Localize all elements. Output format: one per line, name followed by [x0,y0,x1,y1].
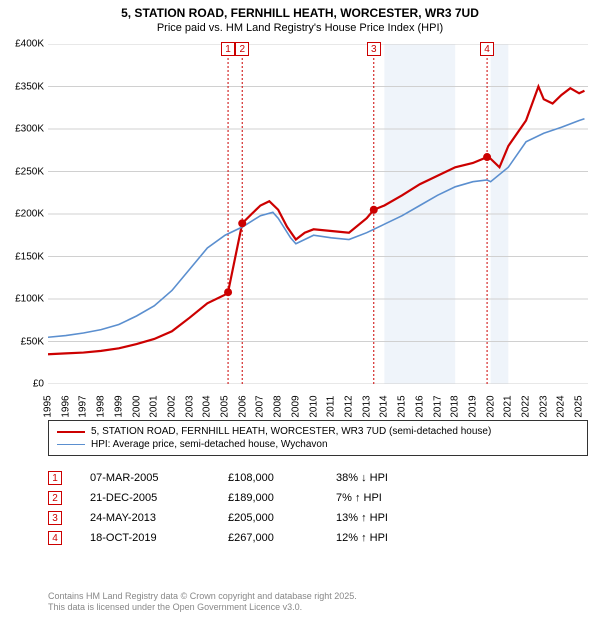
x-axis-tick: 1997 [78,395,89,417]
sale-date: 07-MAR-2005 [90,472,200,484]
x-axis-tick: 2018 [450,395,461,417]
x-axis-tick: 2003 [184,395,195,417]
x-axis-tick: 2022 [521,395,532,417]
y-axis-tick: £300K [0,124,44,135]
x-axis-tick: 2016 [414,395,425,417]
x-axis-tick: 2023 [538,395,549,417]
sale-price: £108,000 [228,472,308,484]
sale-vs-hpi: 38% ↓ HPI [336,472,436,484]
sale-price: £189,000 [228,492,308,504]
x-axis-tick: 2002 [166,395,177,417]
x-axis-tick: 1998 [96,395,107,417]
sale-number-badge: 3 [48,511,62,525]
chart-svg [48,44,588,384]
x-axis-tick: 2004 [202,395,213,417]
sale-date: 24-MAY-2013 [90,512,200,524]
sale-marker: 2 [235,42,249,56]
sale-number-badge: 4 [48,531,62,545]
sale-date: 18-OCT-2019 [90,532,200,544]
y-axis-tick: £50K [0,336,44,347]
footer: Contains HM Land Registry data © Crown c… [48,591,357,614]
x-axis-tick: 1999 [113,395,124,417]
y-axis-tick: £250K [0,166,44,177]
sale-vs-hpi: 12% ↑ HPI [336,532,436,544]
y-axis-tick: £0 [0,379,44,390]
chart-area: £0£50K£100K£150K£200K£250K£300K£350K£400… [48,44,588,384]
footer-line1: Contains HM Land Registry data © Crown c… [48,591,357,603]
y-axis-tick: £100K [0,294,44,305]
x-axis-tick: 2021 [503,395,514,417]
sale-number-badge: 1 [48,471,62,485]
x-axis-tick: 2025 [574,395,585,417]
x-axis-tick: 2024 [556,395,567,417]
x-axis-tick: 2008 [273,395,284,417]
sale-number-badge: 2 [48,491,62,505]
sale-vs-hpi: 13% ↑ HPI [336,512,436,524]
legend: 5, STATION ROAD, FERNHILL HEATH, WORCEST… [48,420,588,456]
y-axis-tick: £400K [0,39,44,50]
x-axis-tick: 2011 [326,396,337,418]
sale-price: £267,000 [228,532,308,544]
x-axis-tick: 1996 [60,395,71,417]
x-axis-tick: 2010 [308,395,319,417]
legend-label: 5, STATION ROAD, FERNHILL HEATH, WORCEST… [91,426,491,437]
footer-line2: This data is licensed under the Open Gov… [48,602,357,614]
legend-label: HPI: Average price, semi-detached house,… [91,439,328,450]
y-axis-tick: £350K [0,81,44,92]
x-axis-tick: 2012 [343,395,354,417]
x-axis-tick: 2015 [397,395,408,417]
table-row: 4 18-OCT-2019 £267,000 12% ↑ HPI [48,528,588,548]
sale-marker: 3 [367,42,381,56]
sale-marker: 4 [480,42,494,56]
x-axis-tick: 2007 [255,395,266,417]
sale-marker: 1 [221,42,235,56]
table-row: 2 21-DEC-2005 £189,000 7% ↑ HPI [48,488,588,508]
x-axis-tick: 2017 [432,395,443,417]
x-axis-tick: 2013 [361,395,372,417]
y-axis-tick: £150K [0,251,44,262]
x-axis-tick: 2000 [131,395,142,417]
sale-date: 21-DEC-2005 [90,492,200,504]
table-row: 1 07-MAR-2005 £108,000 38% ↓ HPI [48,468,588,488]
legend-swatch [57,444,85,445]
chart-title: 5, STATION ROAD, FERNHILL HEATH, WORCEST… [0,0,600,22]
x-axis-tick: 2019 [467,395,478,417]
x-axis-tick: 2005 [220,395,231,417]
legend-row: 5, STATION ROAD, FERNHILL HEATH, WORCEST… [57,425,579,438]
x-axis-tick: 2020 [485,395,496,417]
x-axis-tick: 2009 [290,395,301,417]
x-axis-tick: 2006 [237,395,248,417]
sales-table: 1 07-MAR-2005 £108,000 38% ↓ HPI 2 21-DEC-200… [48,468,588,548]
x-axis-tick: 2014 [379,395,390,417]
sale-vs-hpi: 7% ↑ HPI [336,492,436,504]
x-axis-tick: 2001 [149,395,160,417]
table-row: 3 24-MAY-2013 £205,000 13% ↑ HPI [48,508,588,528]
x-axis-tick: 1995 [43,395,54,417]
chart-subtitle: Price paid vs. HM Land Registry's House … [0,22,600,34]
legend-swatch [57,431,85,433]
legend-row: HPI: Average price, semi-detached house,… [57,438,579,451]
y-axis-tick: £200K [0,209,44,220]
sale-price: £205,000 [228,512,308,524]
